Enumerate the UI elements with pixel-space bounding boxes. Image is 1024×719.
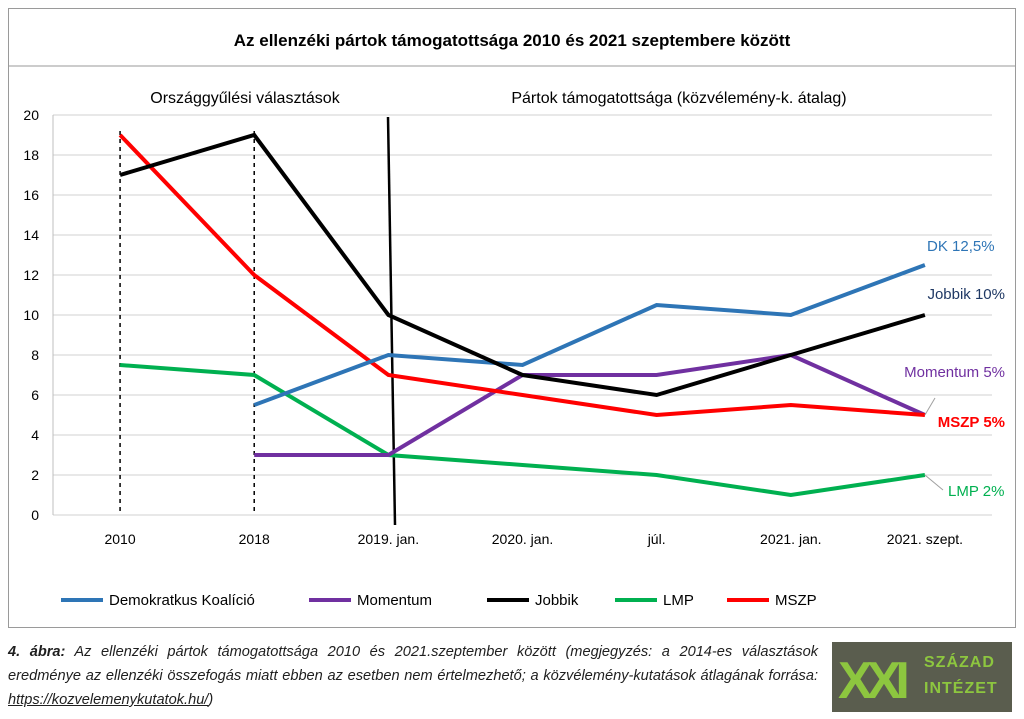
logo-word-1: SZÁZAD <box>924 654 995 671</box>
end-label: Jobbik 10% <box>927 286 1005 303</box>
chart-frame: Az ellenzéki pártok támogatottsága 2010 … <box>8 8 1016 628</box>
x-tick-label: 2021. szept. <box>887 531 963 547</box>
end-label: LMP 2% <box>948 483 1004 500</box>
szazad-intezet-logo: XXI SZÁZAD INTÉZET <box>832 642 1012 712</box>
y-tick-label: 2 <box>31 467 39 483</box>
logo-word-2: INTÉZET <box>924 680 998 697</box>
legend-label: Momentum <box>357 592 432 609</box>
y-tick-label: 16 <box>23 187 39 203</box>
x-tick-label: 2010 <box>104 531 135 547</box>
y-tick-label: 12 <box>23 267 39 283</box>
x-tick-label: 2021. jan. <box>760 531 822 547</box>
legend-label: MSZP <box>775 592 817 609</box>
y-tick-label: 0 <box>31 507 39 523</box>
y-tick-label: 10 <box>23 307 39 323</box>
series-line-demokratkus <box>253 263 926 407</box>
logo-mark: XXI <box>838 652 912 710</box>
end-label: MSZP 5% <box>938 414 1005 431</box>
series-line-mszp <box>118 133 926 418</box>
series-line-jobbik <box>119 132 926 398</box>
y-tick-label: 6 <box>31 387 39 403</box>
figure-caption: 4. ábra: Az ellenzéki pártok támogatotts… <box>8 640 818 712</box>
chart-title: Az ellenzéki pártok támogatottsága 2010 … <box>234 31 791 50</box>
period-divider-line <box>386 116 397 526</box>
legend-label: Demokratkus Koalíció <box>109 592 255 609</box>
leader-line <box>924 397 936 416</box>
legend-label: LMP <box>663 592 694 609</box>
y-tick-label: 18 <box>23 147 39 163</box>
legend-label: Jobbik <box>535 592 579 609</box>
y-tick-label: 14 <box>23 227 39 243</box>
x-tick-label: 2019. jan. <box>358 531 420 547</box>
x-tick-label: júl. <box>647 531 666 547</box>
y-tick-label: 20 <box>23 107 39 123</box>
end-label: DK 12,5% <box>927 238 995 255</box>
line-chart: Az ellenzéki pártok támogatottsága 2010 … <box>9 31 1015 609</box>
source-link[interactable]: https://kozvelemenykutatok.hu/ <box>8 692 209 708</box>
x-tick-label: 2018 <box>239 531 270 547</box>
caption-suffix: ) <box>208 692 214 708</box>
end-label: Momentum 5% <box>904 364 1005 381</box>
series-line-lmp <box>119 363 926 498</box>
leader-line <box>924 474 944 491</box>
y-tick-label: 8 <box>31 347 39 363</box>
y-tick-label: 4 <box>31 427 39 443</box>
section-label-polls: Pártok támogatottsága (közvélemény-k. át… <box>511 90 846 107</box>
caption-text: Az ellenzéki pártok támogatottsága 2010 … <box>8 644 818 684</box>
section-label-elections: Országgyűlési választások <box>150 90 340 107</box>
series-line-momentum <box>254 352 926 457</box>
x-tick-label: 2020. jan. <box>492 531 554 547</box>
caption-prefix: 4. ábra: <box>8 644 66 660</box>
logo-xxi: XXI <box>838 652 906 710</box>
